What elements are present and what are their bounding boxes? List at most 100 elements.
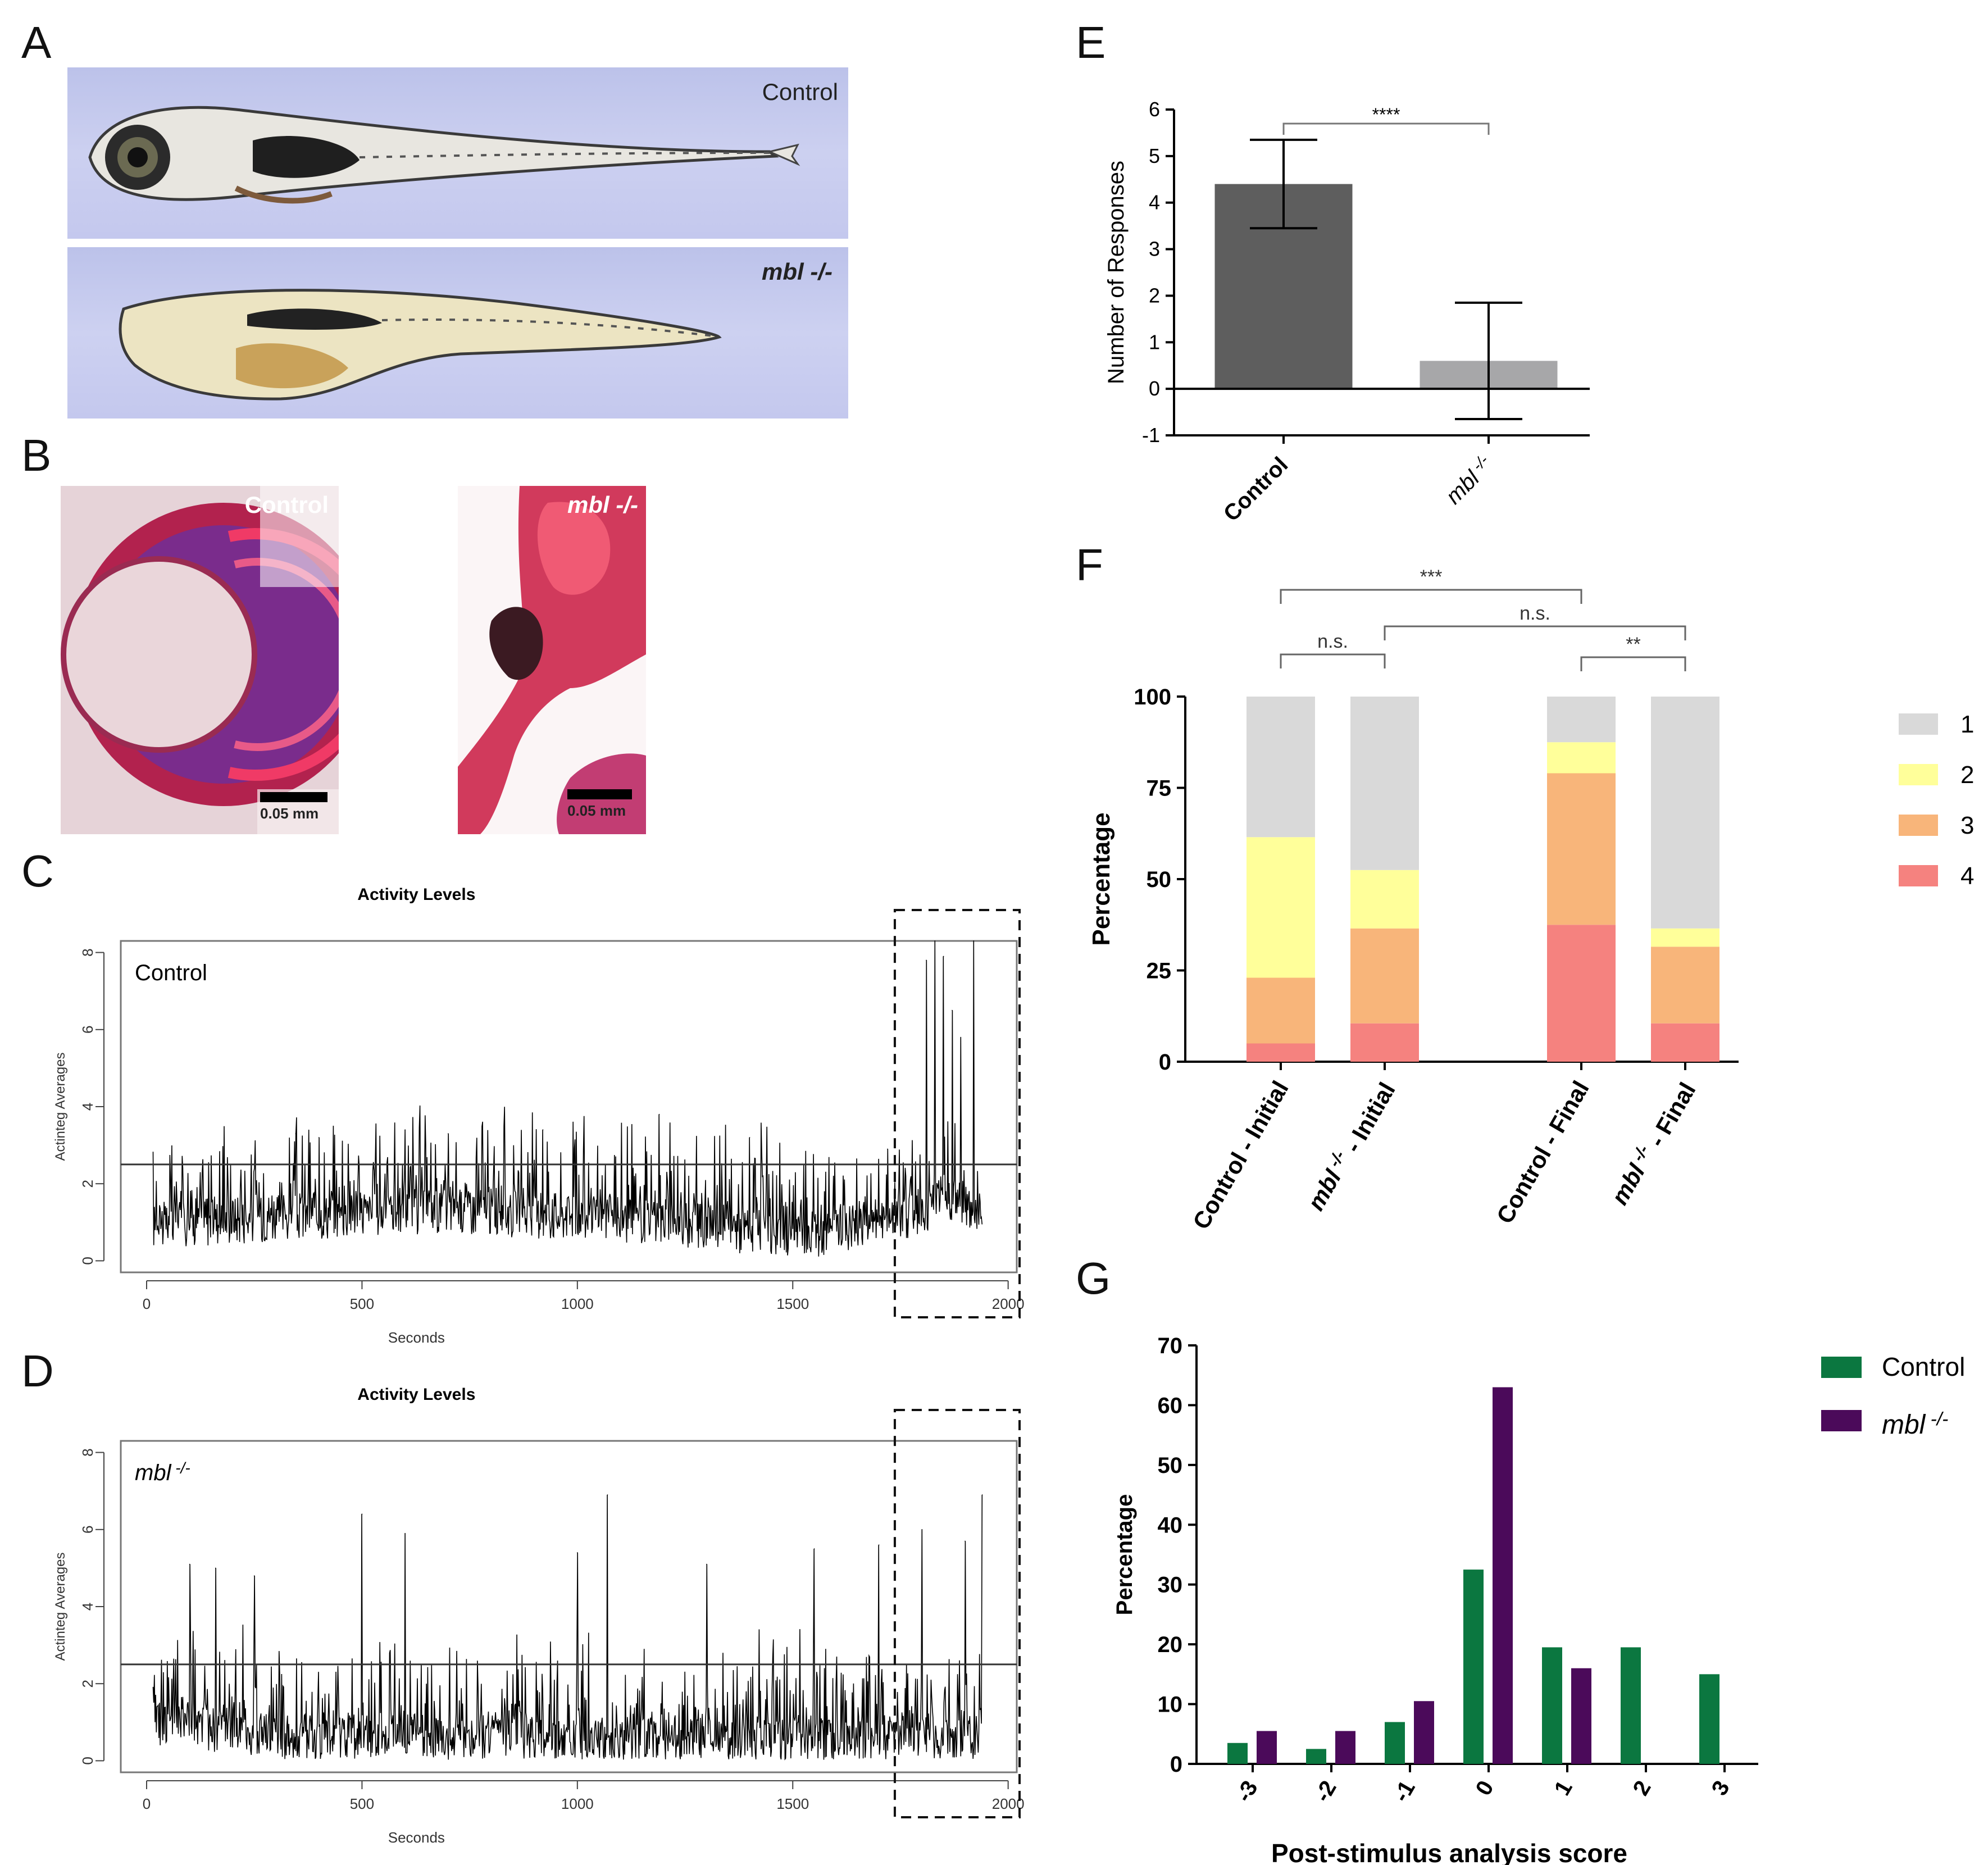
- x-tick-label: 500: [350, 1795, 374, 1812]
- responses-bar-chart: -1 0 1 2 3 4 5 6 Control mbl -/- Number of Respons…: [1104, 98, 1590, 526]
- histology-control: Control 0.05 mm: [61, 486, 339, 834]
- stack-segment-2: [1247, 837, 1315, 978]
- x-tick-label: 1500: [776, 1295, 809, 1312]
- y-tick-label: 2: [79, 1180, 96, 1188]
- panel-letter-c: C: [21, 846, 54, 896]
- legend-swatch-2: [1899, 764, 1938, 785]
- x-tick-label: 1: [1550, 1777, 1577, 1800]
- y-tick-label: 30: [1158, 1573, 1183, 1598]
- x-tick-label: 0: [1471, 1777, 1499, 1800]
- larva-mutant-drawing: [119, 289, 722, 401]
- significance-label: ***: [1420, 566, 1443, 588]
- y-tick-label: 4: [79, 1103, 96, 1111]
- y-tick-label: 3: [1149, 238, 1160, 261]
- bar-control: [1542, 1647, 1562, 1764]
- y-tick-label: 0: [1170, 1752, 1182, 1777]
- bar-mutant: [1335, 1731, 1355, 1764]
- bar-mutant: [1414, 1701, 1434, 1764]
- bar-control: [1699, 1674, 1719, 1764]
- larva-mutant-label: mbl -/-: [762, 258, 832, 285]
- legend-swatch-3: [1899, 815, 1938, 836]
- stack-segment-1: [1547, 697, 1616, 743]
- stack-segment-3: [1547, 773, 1616, 925]
- bar-control: [1621, 1647, 1641, 1764]
- activity-peak: [253, 1575, 255, 1576]
- bar-mutant: [1493, 1387, 1513, 1764]
- y-tick-label: -1: [1142, 424, 1160, 447]
- plot-frame: [120, 940, 1018, 1273]
- activity-peak: [404, 1532, 406, 1534]
- activity-peak: [943, 956, 944, 957]
- activity-series-line: [152, 1494, 983, 1761]
- x-tick-label: 2: [1628, 1777, 1656, 1800]
- x-axis-label: Seconds: [388, 1829, 445, 1846]
- plot-frame: [120, 1440, 1018, 1773]
- significance-label: **: [1626, 634, 1640, 655]
- activity-peak: [960, 1036, 962, 1038]
- stack-segment-4: [1651, 1023, 1719, 1062]
- legend-label-2: 2: [1960, 761, 1974, 789]
- activity-peak: [607, 1494, 608, 1495]
- stack-segment-4: [1547, 925, 1616, 1062]
- histology-mutant-drawing: [458, 486, 646, 834]
- stack-segment-3: [1350, 928, 1419, 1024]
- activity-peak: [503, 1125, 505, 1127]
- category-label-mutant: mbl -/-: [1440, 451, 1498, 509]
- y-axis-label: Actinteg Averages: [53, 1552, 68, 1661]
- y-tick-label: 6: [79, 1026, 96, 1034]
- stack-segment-4: [1350, 1023, 1419, 1062]
- y-tick-label: 1: [1149, 330, 1160, 353]
- x-tick-label: 0: [143, 1795, 151, 1812]
- panel-letter-f: F: [1076, 540, 1103, 590]
- activity-peak: [813, 1548, 815, 1549]
- highlight-box: [893, 1409, 1021, 1818]
- activity-peak: [215, 1567, 216, 1569]
- activity-peak: [887, 1148, 888, 1150]
- bar-control: [1227, 1743, 1248, 1764]
- y-axis-label: Number of Responses: [1104, 161, 1129, 384]
- bar-mutant: [1257, 1731, 1277, 1764]
- significance-label: ****: [1372, 104, 1400, 125]
- activity-peak: [921, 1529, 923, 1530]
- histology-control-drawing: [61, 486, 339, 834]
- x-tick-label: 1000: [561, 1795, 594, 1812]
- bar-control: [1306, 1749, 1326, 1764]
- activity-peak: [658, 1113, 660, 1115]
- y-axis-label: Actinteg Averages: [53, 1052, 68, 1161]
- category-label: mbl -/- - Initial: [1302, 1076, 1400, 1216]
- stack-segment-2: [1350, 870, 1419, 929]
- activity-peak: [447, 1133, 449, 1134]
- activity-peak: [295, 1133, 297, 1134]
- y-tick-label: 8: [79, 948, 96, 956]
- bar-control: [1385, 1722, 1405, 1764]
- significance-bracket: [1580, 656, 1686, 671]
- legend-label-4: 4: [1960, 862, 1974, 890]
- larva-photo-mutant: mbl -/-: [67, 247, 848, 419]
- activity-peak: [952, 1009, 953, 1011]
- chart-title: Activity Levels: [357, 1385, 475, 1404]
- panel-letter-a: A: [21, 17, 52, 67]
- activity-peak: [934, 940, 936, 941]
- y-tick-label: 70: [1158, 1334, 1183, 1358]
- y-tick-label: 100: [1134, 685, 1171, 709]
- y-tick-label: 0: [1159, 1050, 1171, 1075]
- activity-peak: [318, 1137, 320, 1138]
- y-axis-label: Percentage: [1112, 1494, 1137, 1616]
- legend-label-control: Control: [1882, 1352, 1965, 1381]
- significance-bracket: [1282, 122, 1490, 135]
- x-tick-label: 3: [1707, 1777, 1735, 1800]
- legend-swatch-1: [1899, 713, 1938, 735]
- stack-segment-3: [1247, 977, 1315, 1044]
- y-tick-label: 4: [1149, 191, 1160, 214]
- category-label: mbl -/- - Final: [1605, 1076, 1701, 1211]
- legend-swatch-mutant: [1821, 1410, 1862, 1431]
- y-tick-label: 0: [1149, 377, 1160, 400]
- significance-bracket: [1280, 589, 1582, 604]
- y-tick-label: 0: [79, 1757, 96, 1764]
- y-tick-label: 50: [1158, 1453, 1183, 1478]
- activity-peak: [189, 1563, 190, 1565]
- larva-photo-control: Control: [67, 67, 848, 239]
- y-tick-label: 4: [79, 1603, 96, 1611]
- activity-peak: [706, 1563, 707, 1565]
